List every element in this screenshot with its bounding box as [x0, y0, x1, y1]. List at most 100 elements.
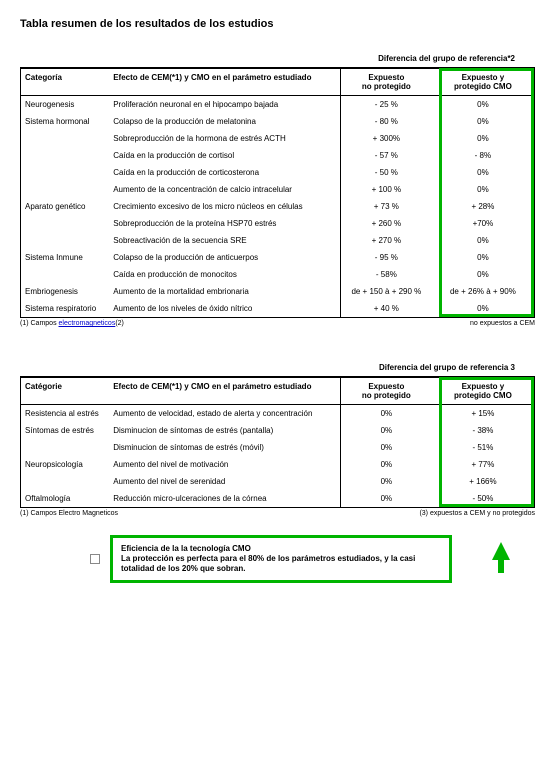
cell-category — [21, 439, 109, 456]
cell-protected: de + 26% à + 90% — [432, 283, 534, 300]
table-row: Aumento del nivel de serenidad0%+ 166% — [21, 473, 534, 490]
cell-unprotected: - 58% — [340, 266, 431, 283]
cell-category — [21, 147, 109, 164]
table-row: EmbriogenesisAumento de la mortalidad em… — [21, 283, 534, 300]
table-row: Caída en la producción de corticosterona… — [21, 164, 534, 181]
cell-category — [21, 232, 109, 249]
cell-unprotected: - 50 % — [340, 164, 431, 181]
cell-protected: + 28% — [432, 198, 534, 215]
table-row: Sobreproducción de la proteína HSP70 est… — [21, 215, 534, 232]
cell-category — [21, 266, 109, 283]
th-eff: Efecto de CEM(*1) y CMO en el parámetro … — [109, 69, 340, 96]
cell-protected: +70% — [432, 215, 534, 232]
cell-protected: 0% — [432, 266, 534, 283]
cell-unprotected: + 40 % — [340, 300, 431, 317]
cell-category — [21, 181, 109, 198]
cell-unprotected: 0% — [340, 439, 431, 456]
cell-category — [21, 473, 109, 490]
cell-protected: 0% — [432, 249, 534, 266]
cell-unprotected: - 80 % — [340, 113, 431, 130]
footnotes-2: (1) Campos Electro Magneticos (3) expues… — [20, 510, 535, 517]
cell-category: Oftalmología — [21, 490, 109, 507]
footnotes-1: (1) Campos electromagneticos(2) no expue… — [20, 320, 535, 327]
cell-effect: Caída en producción de monocitos — [109, 266, 340, 283]
foot2-left: (1) Campos Electro Magneticos — [20, 510, 118, 517]
cell-unprotected: de + 150 à + 290 % — [340, 283, 431, 300]
table-row: Caída en producción de monocitos- 58%0% — [21, 266, 534, 283]
cell-protected: 0% — [432, 164, 534, 181]
table-row: Sobreactivación de la secuencia SRE+ 270… — [21, 232, 534, 249]
cell-category — [21, 164, 109, 181]
cell-effect: Aumento de velocidad, estado de alerta y… — [109, 405, 340, 423]
cell-unprotected: - 95 % — [340, 249, 431, 266]
th2-eff: Efecto de CEM(*1) y CMO en el parámetro … — [109, 378, 340, 405]
cell-protected: - 38% — [432, 422, 534, 439]
up-arrow-icon — [492, 542, 510, 560]
cell-protected: - 50% — [432, 490, 534, 507]
foot1-left-c: (2) — [115, 320, 124, 327]
cell-unprotected: + 270 % — [340, 232, 431, 249]
table-row: Aumento de la concentración de calcio in… — [21, 181, 534, 198]
cell-effect: Reducción micro-ulceraciones de la córne… — [109, 490, 340, 507]
foot1-left-b: electromagneticos — [59, 320, 116, 327]
cell-category: Neurogenesis — [21, 96, 109, 114]
table-row: OftalmologíaReducción micro-ulceraciones… — [21, 490, 534, 507]
cell-protected: + 15% — [432, 405, 534, 423]
cell-category: Embriogenesis — [21, 283, 109, 300]
table-row: Sistema respiratorioAumento de los nivel… — [21, 300, 534, 317]
cell-category: Sistema hormonal — [21, 113, 109, 130]
th-np: Expuesto no protegido — [340, 69, 431, 96]
cell-effect: Aumento del nivel de serenidad — [109, 473, 340, 490]
cell-protected: 0% — [432, 130, 534, 147]
foot1-left-a: (1) Campos — [20, 320, 59, 327]
table-row: Sistema hormonalColapso de la producción… — [21, 113, 534, 130]
cell-category: Resistencia al estrés — [21, 405, 109, 423]
cell-protected: + 166% — [432, 473, 534, 490]
cell-effect: Aumento de la concentración de calcio in… — [109, 181, 340, 198]
efficiency-box: Eficiencia de la la tecnología CMO La pr… — [110, 535, 452, 583]
th-cat: Categoría — [21, 69, 109, 96]
cell-category: Sistema respiratorio — [21, 300, 109, 317]
th2-p: Expuesto y protegido CMO — [432, 378, 534, 405]
table-1-wrap: Categoría Efecto de CEM(*1) y CMO en el … — [20, 67, 535, 318]
page-title: Tabla resumen de los resultados de los e… — [20, 18, 535, 30]
cell-category — [21, 130, 109, 147]
cell-effect: Aumento de los niveles de óxido nítrico — [109, 300, 340, 317]
foot1-right: no expuestos a CEM — [470, 320, 535, 327]
cell-effect: Sobreproducción de la hormona de estrés … — [109, 130, 340, 147]
cell-effect: Proliferación neuronal en el hipocampo b… — [109, 96, 340, 114]
cell-category: Aparato genético — [21, 198, 109, 215]
efficiency-row: Eficiencia de la la tecnología CMO La pr… — [90, 535, 535, 583]
table-row: NeuropsicologíaAumento del nivel de moti… — [21, 456, 534, 473]
small-square-icon — [90, 554, 100, 564]
cell-effect: Disminucion de síntomas de estrés (panta… — [109, 422, 340, 439]
cell-effect: Colapso de la producción de melatonina — [109, 113, 340, 130]
cell-protected: - 8% — [432, 147, 534, 164]
table-row: Sistema Inmune Colapso de la producción … — [21, 249, 534, 266]
cell-protected: 0% — [432, 300, 534, 317]
cell-protected: - 51% — [432, 439, 534, 456]
cell-unprotected: + 260 % — [340, 215, 431, 232]
cell-category: Neuropsicología — [21, 456, 109, 473]
cell-category — [21, 215, 109, 232]
table-row: Caída en la producción de cortisol- 57 %… — [21, 147, 534, 164]
cell-protected: 0% — [432, 113, 534, 130]
table-row: Resistencia al estrésAumento de velocida… — [21, 405, 534, 423]
cell-unprotected: - 57 % — [340, 147, 431, 164]
table-row: Sobreproducción de la hormona de estrés … — [21, 130, 534, 147]
cell-effect: Crecimiento excesivo de los micro núcleo… — [109, 198, 340, 215]
table-row: Disminucion de síntomas de estrés (móvil… — [21, 439, 534, 456]
cell-effect: Colapso de la producción de anticuerpos — [109, 249, 340, 266]
cell-effect: Aumento de la mortalidad embrionaria — [109, 283, 340, 300]
table-1: Categoría Efecto de CEM(*1) y CMO en el … — [21, 68, 534, 317]
cell-unprotected: 0% — [340, 456, 431, 473]
table-row: NeurogenesisProliferación neuronal en el… — [21, 96, 534, 114]
table-2: Catégorie Efecto de CEM(*1) y CMO en el … — [21, 377, 534, 507]
cell-protected: + 77% — [432, 456, 534, 473]
cell-unprotected: 0% — [340, 405, 431, 423]
cell-unprotected: + 300% — [340, 130, 431, 147]
ref-header-2: Diferencia del grupo de referencia 3 — [20, 363, 535, 372]
cell-unprotected: 0% — [340, 490, 431, 507]
cell-protected: 0% — [432, 232, 534, 249]
efficiency-title: Eficiencia de la la tecnología CMO — [121, 544, 441, 554]
